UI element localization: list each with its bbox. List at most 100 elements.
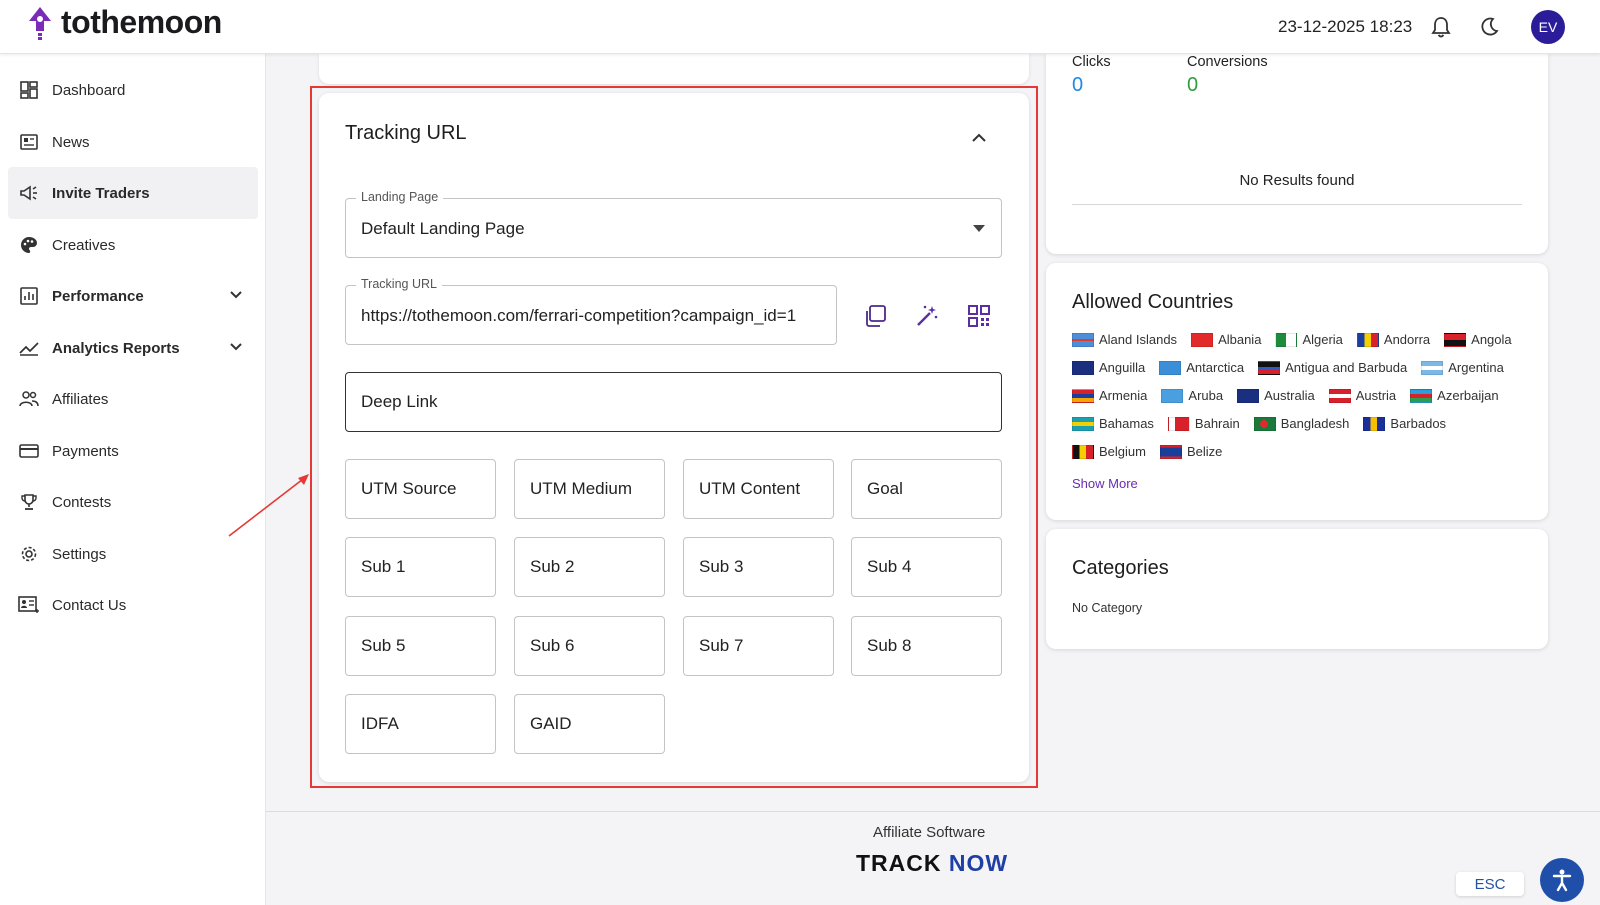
chart-icon [18, 285, 40, 307]
conversions-value: 0 [1187, 74, 1199, 96]
sidebar-item-performance[interactable]: Performance [8, 270, 258, 322]
card-title: Categories [1072, 557, 1169, 579]
trophy-icon [18, 491, 40, 513]
country-item: Armenia [1072, 387, 1147, 404]
clicks-value: 0 [1072, 74, 1084, 96]
sidebar-item-label: Settings [52, 545, 107, 563]
annotation-arrow [228, 474, 309, 537]
allowed-countries-card: Allowed Countries Aland Islands Albania … [1046, 263, 1548, 520]
sidebar: Dashboard News Invite Traders Creatives … [0, 54, 266, 905]
belize-flag-icon [1159, 444, 1182, 459]
sidebar-item-contact-us[interactable]: Contact Us [8, 579, 258, 631]
angola-flag-icon [1444, 332, 1467, 347]
country-item: Bangladesh [1253, 415, 1349, 432]
clicks-label: Clicks [1072, 54, 1111, 70]
country-item: Aruba [1161, 387, 1223, 404]
gaid-input[interactable]: GAID [514, 694, 665, 754]
logo-text: tothemoon [61, 4, 222, 40]
dropdown-arrow-icon [973, 225, 985, 232]
sub1-input[interactable]: Sub 1 [345, 537, 496, 597]
country-item: Bahamas [1072, 415, 1154, 432]
country-item: Anguilla [1072, 359, 1145, 376]
argentina-flag-icon [1421, 360, 1444, 375]
utm-content-input[interactable]: UTM Content [683, 459, 834, 519]
sidebar-item-affiliates[interactable]: Affiliates [8, 373, 258, 425]
footer-text: Affiliate Software [873, 824, 986, 841]
sidebar-item-label: Contests [52, 493, 112, 511]
sub8-input[interactable]: Sub 8 [851, 616, 1002, 676]
footer-divider [266, 811, 1600, 812]
country-item: Barbados [1363, 415, 1446, 432]
sidebar-item-payments[interactable]: Payments [8, 425, 258, 477]
esc-button[interactable]: ESC [1456, 872, 1524, 896]
sidebar-item-settings[interactable]: Settings [8, 528, 258, 580]
notifications-bell-icon[interactable] [1429, 15, 1453, 39]
sub7-input[interactable]: Sub 7 [683, 616, 834, 676]
belgium-flag-icon [1072, 444, 1094, 459]
sub3-input[interactable]: Sub 3 [683, 537, 834, 597]
field-label: Tracking URL [356, 277, 442, 291]
logo[interactable]: tothemoon [27, 4, 222, 41]
divider [1072, 204, 1522, 205]
albania-flag-icon [1191, 332, 1214, 347]
show-more-link[interactable]: Show More [1072, 476, 1138, 491]
sidebar-item-analytics-reports[interactable]: Analytics Reports [8, 322, 258, 374]
conversions-label: Conversions [1187, 54, 1268, 70]
chevron-down-icon [230, 343, 242, 351]
sub4-input[interactable]: Sub 4 [851, 537, 1002, 597]
sub5-input[interactable]: Sub 5 [345, 616, 496, 676]
stats-card: Clicks 0 Conversions 0 No Results found [1046, 54, 1548, 254]
dark-mode-moon-icon[interactable] [1477, 15, 1501, 39]
copy-icon[interactable] [860, 301, 890, 331]
sidebar-item-news[interactable]: News [8, 116, 258, 168]
tracking-url-field[interactable]: Tracking URL https://tothemoon.com/ferra… [345, 277, 837, 345]
chevron-up-icon[interactable] [971, 131, 987, 143]
country-item: Angola [1444, 331, 1512, 348]
antigua-flag-icon [1258, 360, 1281, 375]
country-item: Austria [1328, 387, 1396, 404]
categories-value: No Category [1072, 601, 1143, 615]
utm-medium-input[interactable]: UTM Medium [514, 459, 665, 519]
country-item: Australia [1237, 387, 1315, 404]
sidebar-item-label: Affiliates [52, 390, 109, 408]
rocket-logo-icon [29, 6, 51, 40]
utm-source-input[interactable]: UTM Source [345, 459, 496, 519]
header-datetime: 23-12-2025 18:23 [1278, 17, 1413, 36]
sidebar-item-label: Dashboard [52, 81, 126, 99]
sub2-input[interactable]: Sub 2 [514, 537, 665, 597]
sidebar-item-label: Performance [52, 287, 144, 305]
sub6-input[interactable]: Sub 6 [514, 616, 665, 676]
countries-list: Aland Islands Albania Algeria Andorra An… [1072, 331, 1532, 460]
sidebar-item-creatives[interactable]: Creatives [8, 219, 258, 271]
accessibility-icon[interactable] [1540, 858, 1584, 902]
country-item: Albania [1191, 331, 1261, 348]
deep-link-input[interactable]: Deep Link [345, 372, 1002, 432]
anguilla-flag-icon [1072, 360, 1094, 375]
australia-flag-icon [1237, 388, 1260, 403]
aland-flag-icon [1072, 332, 1094, 347]
sidebar-item-label: News [52, 133, 90, 151]
tracking-url-card: Tracking URL Landing Page Default Landin… [319, 93, 1029, 782]
goal-input[interactable]: Goal [851, 459, 1002, 519]
sidebar-item-label: Invite Traders [52, 184, 150, 202]
sidebar-item-label: Payments [52, 442, 119, 460]
qr-code-icon[interactable] [964, 301, 994, 331]
sidebar-item-invite-traders[interactable]: Invite Traders [8, 167, 258, 219]
bahrain-flag-icon [1167, 416, 1190, 431]
sidebar-item-label: Contact Us [52, 596, 127, 614]
landing-page-select[interactable]: Landing Page Default Landing Page [345, 190, 1002, 258]
tracking-url-value: https://tothemoon.com/ferrari-competitio… [361, 306, 797, 325]
sidebar-item-contests[interactable]: Contests [8, 476, 258, 528]
country-item: Algeria [1275, 331, 1343, 348]
top-header: tothemoon 23-12-2025 18:23 EV [0, 0, 1600, 54]
magic-wand-icon[interactable] [912, 301, 942, 331]
sidebar-item-dashboard[interactable]: Dashboard [8, 64, 258, 116]
antarctica-flag-icon [1159, 360, 1182, 375]
megaphone-icon [18, 182, 40, 204]
categories-card: Categories No Category [1046, 529, 1548, 649]
user-avatar[interactable]: EV [1531, 10, 1565, 44]
bangladesh-flag-icon [1253, 416, 1276, 431]
austria-flag-icon [1328, 388, 1351, 403]
idfa-input[interactable]: IDFA [345, 694, 496, 754]
country-item: Antarctica [1159, 359, 1244, 376]
